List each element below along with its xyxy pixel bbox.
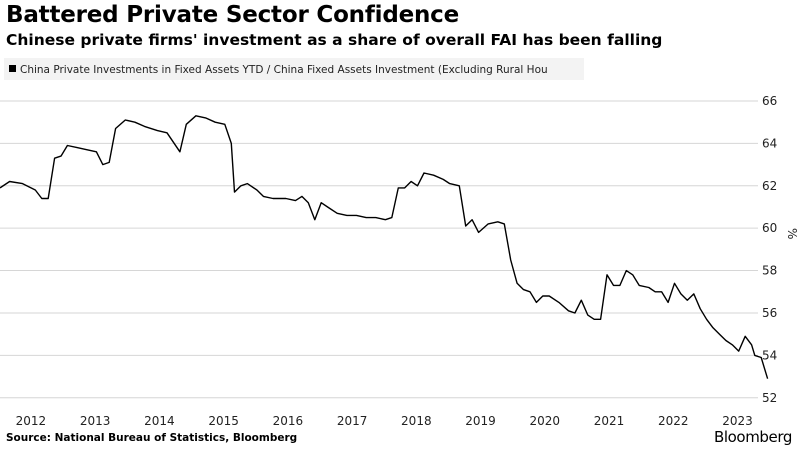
series-line (0, 115, 769, 379)
bloomberg-logo: Bloomberg (714, 428, 792, 446)
x-tick-label: 2012 (16, 414, 47, 428)
legend-swatch (9, 65, 16, 72)
series-layer (0, 115, 769, 379)
x-tick-label: 2015 (208, 414, 239, 428)
legend-box (4, 58, 584, 80)
x-tick-label: 2018 (401, 414, 432, 428)
x-tick-label: 2017 (337, 414, 368, 428)
x-tick-label: 2019 (465, 414, 496, 428)
y-tick-label: 58 (762, 264, 777, 278)
y-tick-label: 66 (762, 94, 777, 108)
x-tick-label: 2022 (658, 414, 689, 428)
y-axis: 52 54 56 58 60 62 64 66 (762, 94, 777, 405)
source-note: Source: National Bureau of Statistics, B… (6, 432, 298, 444)
x-tick-label: 2014 (144, 414, 175, 428)
y-tick-label: 60 (762, 221, 777, 235)
x-axis: 2012 2013 2014 2015 2016 2017 2018 2019 2020 2021… (16, 414, 753, 428)
y-tick-label: 62 (762, 179, 777, 193)
y-axis-unit: % (785, 228, 799, 239)
x-tick-label: 2023 (722, 414, 753, 428)
x-tick-label: 2021 (594, 414, 625, 428)
x-tick-label: 2016 (273, 414, 304, 428)
y-tick-label: 64 (762, 136, 777, 150)
gridlines (0, 100, 758, 399)
chart-title: Battered Private Sector Confidence (6, 2, 460, 28)
x-tick-label: 2013 (80, 414, 111, 428)
y-tick-label: 56 (762, 306, 777, 320)
y-tick-label: 52 (762, 391, 777, 405)
x-tick-label: 2020 (530, 414, 561, 428)
legend-label: China Private Investments in Fixed Asset… (20, 64, 548, 76)
y-tick-label: 54 (762, 348, 777, 362)
chart-subtitle: Chinese private firms' investment as a s… (6, 31, 663, 49)
